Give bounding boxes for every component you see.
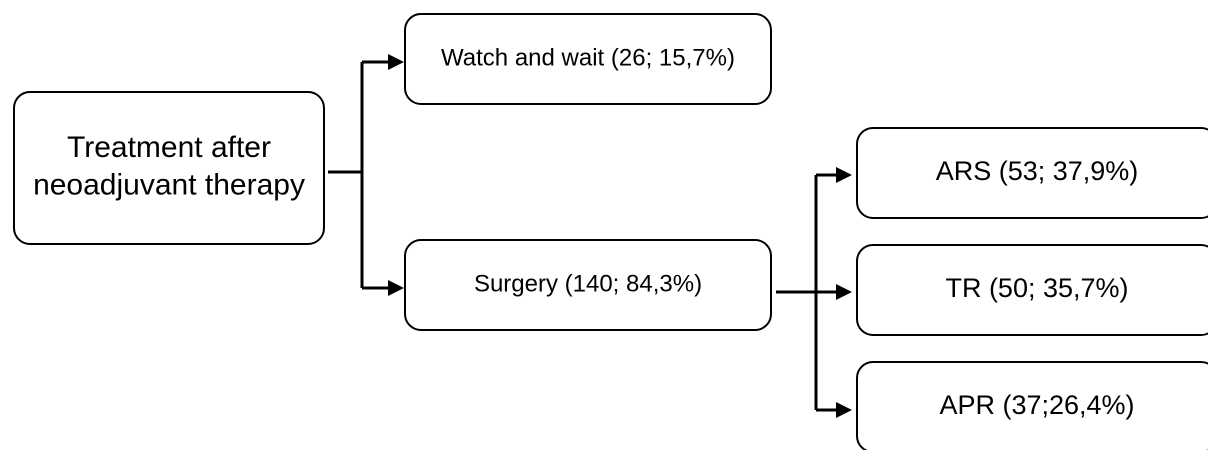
node-label: ARS (53; 37,9%) xyxy=(936,156,1139,186)
arrowheads xyxy=(836,167,852,418)
node-box xyxy=(404,239,772,331)
node-box xyxy=(13,91,325,245)
connectors xyxy=(328,54,852,418)
connector xyxy=(328,60,390,290)
node-box xyxy=(404,13,772,105)
connector xyxy=(776,173,836,412)
arrowheads xyxy=(388,54,404,296)
node-label: Surgery (140; 84,3%) xyxy=(474,270,702,297)
node-box xyxy=(856,361,1208,450)
node-box xyxy=(856,244,1208,336)
nodes: Treatment after neoadjuvant therapy Watch … xyxy=(13,13,1208,450)
node-label: TR (50; 35,7%) xyxy=(945,273,1128,303)
node-label: APR (37;26,4%) xyxy=(939,390,1134,420)
node-box xyxy=(856,127,1208,219)
node-label: Watch and wait (26; 15,7%) xyxy=(441,44,735,71)
node-label: Treatment after xyxy=(67,131,271,164)
node-label: neoadjuvant therapy xyxy=(33,169,305,202)
